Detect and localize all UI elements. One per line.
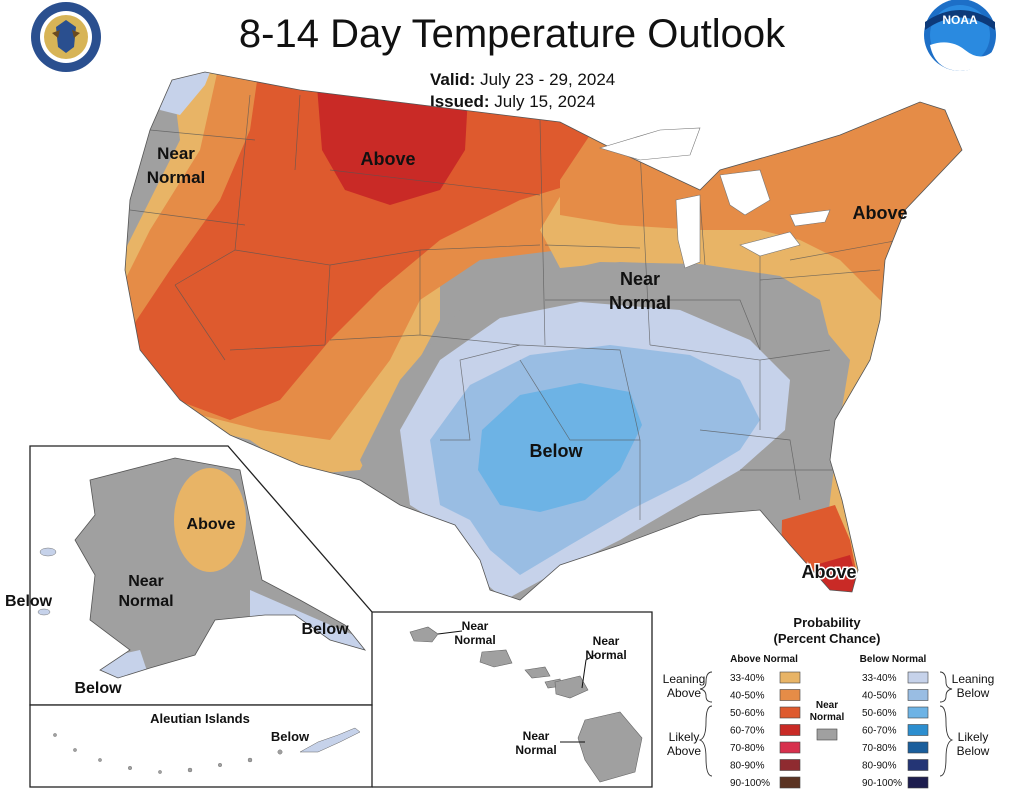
legend-near-normal-swatch <box>816 728 838 741</box>
legend-above-swatch-3 <box>779 724 801 736</box>
label-alaska-near-2: Normal <box>118 593 173 610</box>
great-lakes <box>598 127 831 269</box>
label-above-north: Above <box>360 149 415 169</box>
legend-above-header: Above Normal <box>730 654 798 665</box>
legend-above-range-4: 70-80% <box>730 743 765 754</box>
state-lines <box>129 94 901 520</box>
legend-above-swatch-0 <box>779 671 801 684</box>
legend-above-scale: 33-40% 40-50% 50-60% 60-70% 70-80% 80-90% 90-1… <box>730 671 801 789</box>
label-hawaii-near-1b: Normal <box>454 633 495 647</box>
legend-below-swatch-1 <box>907 689 929 701</box>
aleutian-title: Aleutian Islands <box>150 711 250 726</box>
label-near-normal-west-2: Normal <box>147 168 206 187</box>
label-alaska-above: Above <box>187 516 236 533</box>
legend-above-range-2: 50-60% <box>730 708 765 719</box>
legend-leaning-below-1: Leaning <box>952 672 995 686</box>
label-above-florida: Above <box>801 562 856 582</box>
hawaii-islands <box>409 626 643 783</box>
legend-below-swatch-0 <box>907 671 929 684</box>
legend-likely-below-2: Below <box>957 744 990 758</box>
legend-above-range-0: 33-40% <box>730 673 765 684</box>
legend-above-swatch-5 <box>779 759 801 771</box>
legend-below-range-0: 33-40% <box>862 673 897 684</box>
legend-title: Probability <box>793 615 861 630</box>
conus-outline <box>124 71 963 601</box>
legend-below-range-5: 80-90% <box>862 761 897 772</box>
legend-above-range-6: 90-100% <box>730 778 770 789</box>
legend-above-swatch-6 <box>779 776 801 789</box>
valid-label: Valid: <box>430 70 476 89</box>
legend-likely-above-2: Above <box>667 744 701 758</box>
legend-below-swatch-4 <box>907 741 929 754</box>
legend-above-swatch-1 <box>779 689 801 701</box>
valid-line: Valid: July 23 - 29, 2024 <box>430 70 615 90</box>
legend-subtitle: (Percent Chance) <box>774 631 881 646</box>
aleutian-below-region <box>299 727 361 753</box>
label-alaska-below-southwest: Below <box>74 680 122 697</box>
legend-leaning-below-2: Below <box>957 686 990 700</box>
noaa-logo: NOAA <box>924 0 996 71</box>
label-below-south: Below <box>529 441 583 461</box>
label-aleutian-below: Below <box>271 729 310 744</box>
legend-below-range-4: 70-80% <box>862 743 897 754</box>
label-hawaii-near-1a: Near <box>462 619 489 633</box>
region-below-50-60 <box>478 383 642 512</box>
map-title: 8-14 Day Temperature Outlook <box>238 12 786 56</box>
legend-below-swatch-2 <box>907 706 929 719</box>
label-alaska-below-southeast: Below <box>301 621 349 638</box>
legend-above-swatch-4 <box>779 741 801 754</box>
label-near-normal-central-2: Normal <box>609 293 671 313</box>
legend-above-range-1: 40-50% <box>730 691 765 702</box>
region-above-50-60-west <box>130 72 700 420</box>
legend-likely-below-1: Likely <box>958 730 989 744</box>
hawaii-inset-frame <box>372 611 653 788</box>
legend-below-range-6: 90-100% <box>862 778 902 789</box>
legend-below-swatch-6 <box>907 776 929 789</box>
legend-above-range-3: 60-70% <box>730 726 765 737</box>
label-hawaii-near-2a: Near <box>593 634 620 648</box>
noaa-logo-text: NOAA <box>942 13 978 27</box>
legend-leaning-above-1: Leaning <box>663 672 706 686</box>
department-of-commerce-seal <box>31 2 101 72</box>
alaska-region-above <box>174 468 246 572</box>
legend-likely-above-1: Likely <box>669 730 700 744</box>
legend-below-swatch-3 <box>907 724 929 736</box>
label-near-normal-west-1: Near <box>157 144 195 163</box>
aleutian-islands <box>53 733 283 774</box>
legend-above-range-5: 80-90% <box>730 761 765 772</box>
issued-label: Issued: <box>430 92 490 111</box>
issued-line: Issued: July 15, 2024 <box>430 92 595 112</box>
legend-below-swatch-5 <box>907 759 929 771</box>
legend-below-range-2: 50-60% <box>862 708 897 719</box>
legend-below-range-1: 40-50% <box>862 691 897 702</box>
issued-date: July 15, 2024 <box>494 92 596 111</box>
legend: Probability (Percent Chance) Above Norma… <box>663 615 995 789</box>
label-alaska-near-1: Near <box>128 573 164 590</box>
legend-below-scale: 33-40% 40-50% 50-60% 60-70% 70-80% 80-90% 90-1… <box>862 671 929 789</box>
valid-dates: July 23 - 29, 2024 <box>480 70 616 89</box>
legend-near-1: Near <box>816 700 838 711</box>
label-alaska-below-west: Below <box>5 593 53 610</box>
label-hawaii-near-2b: Normal <box>585 648 626 662</box>
label-hawaii-near-3b: Normal <box>515 743 556 757</box>
label-hawaii-near-3a: Near <box>523 729 550 743</box>
legend-above-swatch-2 <box>779 706 801 719</box>
alaska-outline <box>74 457 367 679</box>
label-near-normal-central-1: Near <box>620 269 660 289</box>
legend-below-header: Below Normal <box>860 654 927 665</box>
label-above-northeast: Above <box>852 203 907 223</box>
legend-below-range-3: 60-70% <box>862 726 897 737</box>
legend-leaning-above-2: Above <box>667 686 701 700</box>
legend-near-2: Normal <box>810 712 845 723</box>
